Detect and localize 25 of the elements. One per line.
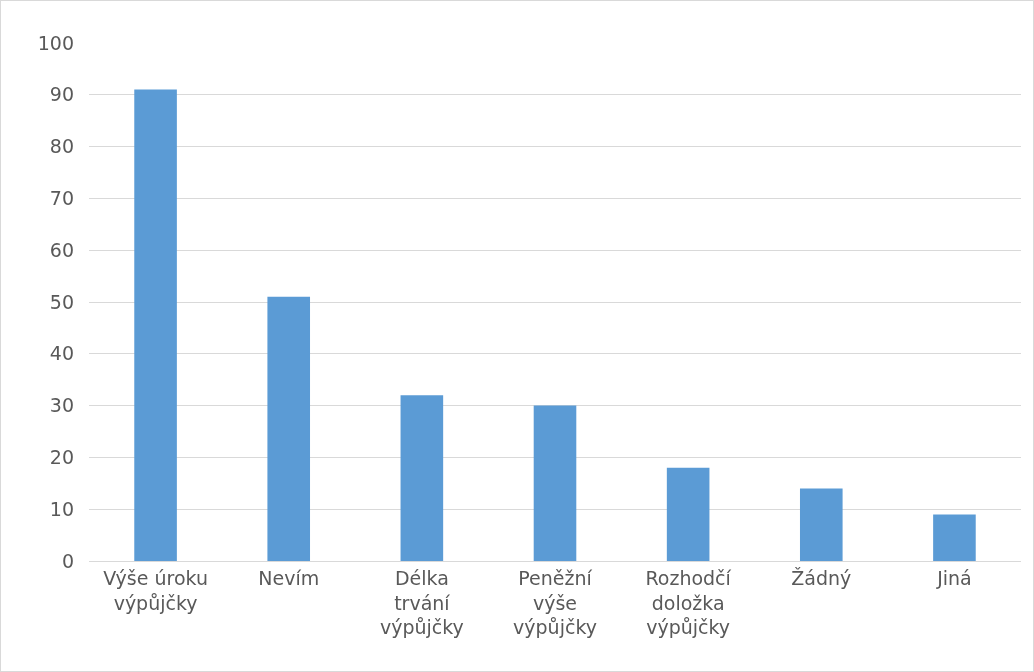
x-tick-label: Peněžní výše výpůjčky xyxy=(513,566,597,639)
y-tick-label: 100 xyxy=(37,31,74,54)
bar xyxy=(933,514,976,561)
y-tick-label: 40 xyxy=(49,342,74,365)
bar xyxy=(267,296,311,561)
y-tick-label: 10 xyxy=(49,497,74,520)
x-tick-label: Délka trvání výpůjčky xyxy=(379,566,464,639)
y-tick-label: 20 xyxy=(49,446,74,469)
bar xyxy=(400,395,444,561)
y-tick-label: 70 xyxy=(49,187,74,210)
y-tick-label: 80 xyxy=(49,135,74,158)
x-tick-label: Žádný xyxy=(791,566,852,589)
y-tick-label: 0 xyxy=(61,549,74,572)
x-tick-label: Nevím xyxy=(258,566,320,589)
bar xyxy=(799,488,843,561)
bar xyxy=(533,405,577,561)
y-tick-label: 30 xyxy=(49,394,74,417)
x-tick-label: Rozhodčí doložka výpůjčky xyxy=(645,566,732,639)
x-tick-label: Výše úroku výpůjčky xyxy=(103,566,209,614)
x-tick-label: Jiná xyxy=(936,566,972,589)
bar xyxy=(134,89,177,561)
y-tick-label: 60 xyxy=(49,238,74,261)
y-tick-label: 90 xyxy=(49,83,74,106)
bar xyxy=(666,467,710,561)
y-tick-label: 50 xyxy=(49,290,74,313)
